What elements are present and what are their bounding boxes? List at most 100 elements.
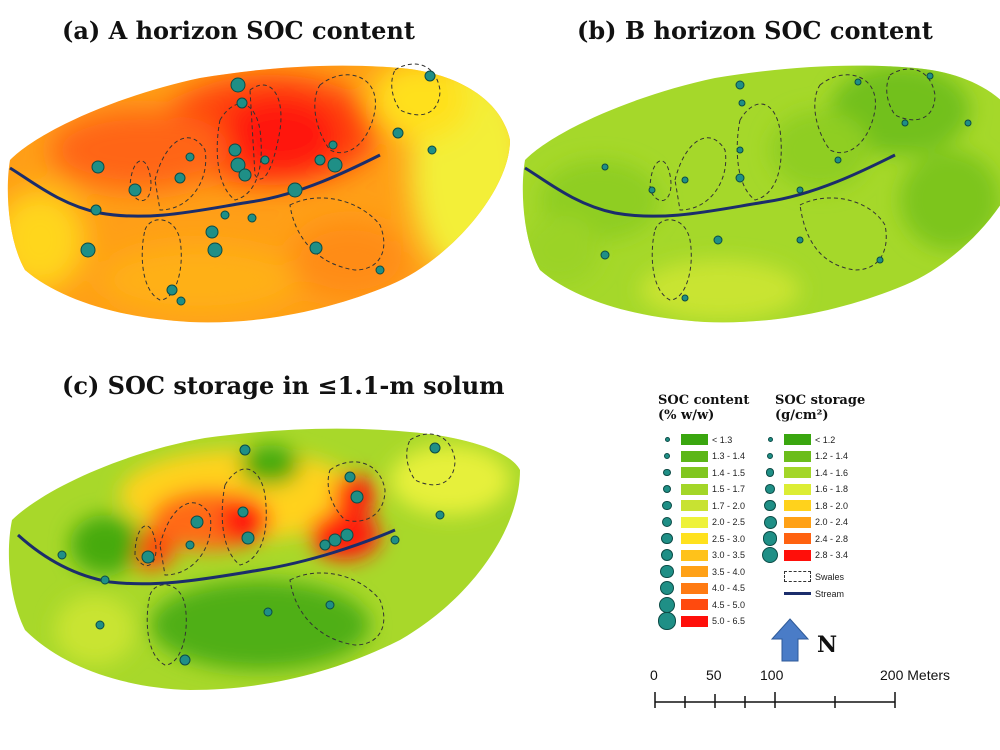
- legend-content-row: 4.0 - 4.5: [657, 580, 746, 596]
- point-size-icon: [763, 515, 777, 529]
- legend-content-label: 5.0 - 6.5: [712, 616, 746, 626]
- point-size-icon: [663, 468, 671, 477]
- point-size-icon: [661, 532, 673, 545]
- legend-storage-swatch: [784, 467, 811, 478]
- legend-content-symbol: [657, 580, 677, 596]
- point-size-icon: [663, 452, 671, 460]
- legend-content-row: 1.7 - 2.0: [657, 499, 745, 512]
- streams-overlay: [9, 153, 896, 586]
- swales-swatch: [784, 571, 811, 582]
- legend-content-row: 3.0 - 3.5: [657, 548, 746, 562]
- map-panel-a: [7, 65, 511, 323]
- legend-storage-label: 2.8 - 3.4: [815, 550, 849, 560]
- legend-content-symbol: [657, 484, 677, 494]
- legend-storage-label: 2.0 - 2.4: [815, 517, 849, 527]
- legend-storage-label: 1.2 - 1.4: [815, 451, 849, 461]
- legend-content-swatch: [681, 483, 708, 495]
- panel-a-title: (a) A horizon SOC content: [62, 16, 415, 45]
- legend-storage-swatch: [784, 516, 811, 528]
- legend-storage-swatch: [784, 500, 811, 511]
- legend-content-symbol: [657, 548, 677, 562]
- legend-storage-symbol: [760, 546, 780, 564]
- legend-swales-item: Swales: [760, 570, 844, 583]
- point-size-icon: [662, 484, 672, 494]
- legend-storage-label: < 1.2: [815, 434, 836, 445]
- legend-content-label: 2.5 - 3.0: [712, 533, 746, 544]
- legend-content-header: SOC content (% w/w): [658, 393, 749, 423]
- point-size-icon: [659, 580, 675, 596]
- legend-content-label: 4.0 - 4.5: [712, 583, 746, 593]
- legend-storage-label: 2.4 - 2.8: [815, 533, 849, 544]
- swales-overlay: [129, 63, 936, 666]
- legend-content-swatch: [681, 450, 708, 462]
- legend-content-swatch: [681, 467, 708, 478]
- legend-content-label: 1.7 - 2.0: [712, 500, 746, 511]
- legend-stream-item: Stream: [760, 587, 844, 600]
- scale-tick-50: 50: [706, 667, 722, 683]
- legend-content-swatch: [681, 516, 708, 528]
- legend-content-row: 2.0 - 2.5: [657, 516, 745, 529]
- legend-storage-label: 1.4 - 1.6: [815, 467, 849, 478]
- legend-content-swatch: [681, 582, 708, 594]
- legend-content-swatch: [681, 549, 708, 561]
- point-size-icon: [662, 500, 672, 511]
- legend-storage-unit: (g/cm²): [775, 408, 829, 423]
- scale-tick-200: 200 Meters: [880, 667, 951, 683]
- point-size-icon: [761, 546, 779, 564]
- point-size-icon: [766, 452, 774, 460]
- legend-storage-swatch: [784, 483, 811, 495]
- point-size-icon: [659, 596, 675, 613]
- point-size-icon: [661, 516, 673, 528]
- legend-content-symbol: [657, 452, 677, 460]
- legend-storage-symbol: [760, 531, 780, 546]
- legend-storage-symbol: [760, 437, 780, 442]
- point-size-icon: [762, 531, 778, 546]
- legend-storage-title: SOC storage: [775, 393, 866, 408]
- map-panel-c: [8, 428, 520, 690]
- legend-content-symbol: [657, 596, 677, 613]
- legend-content-row: 1.4 - 1.5: [657, 466, 745, 479]
- legend-storage-row: 2.8 - 3.4: [760, 546, 849, 564]
- legend-content-label: 4.5 - 5.0: [712, 599, 746, 610]
- legend-content-swatch: [681, 599, 708, 610]
- legend-storage-symbol: [760, 468, 780, 477]
- legend-storage-swatch: [784, 434, 811, 445]
- legend-stream-label: Stream: [815, 588, 845, 599]
- legend-content-symbol: [657, 500, 677, 511]
- legend-content-unit: (% w/w): [658, 408, 715, 423]
- point-size-icon: [765, 468, 775, 477]
- legend-content-label: 3.0 - 3.5: [712, 550, 746, 560]
- legend-content-symbol: [657, 468, 677, 477]
- legend-content-label: 1.4 - 1.5: [712, 467, 746, 478]
- legend-storage-row: 2.4 - 2.8: [760, 531, 849, 546]
- legend-content-row: 4.5 - 5.0: [657, 596, 746, 613]
- legend-content-swatch: [681, 566, 708, 577]
- point-size-icon: [764, 499, 776, 512]
- panel-b-title: (b) B horizon SOC content: [577, 16, 933, 45]
- legend-content-symbol: [657, 564, 677, 579]
- legend-content-row: 5.0 - 6.5: [657, 612, 746, 630]
- legend-storage-label: 1.6 - 1.8: [815, 484, 849, 494]
- sample-points: [57, 70, 972, 666]
- legend-storage-symbol: [760, 499, 780, 512]
- point-size-icon: [660, 548, 674, 562]
- legend-content-swatch: [681, 615, 708, 627]
- legend-storage-symbol: [760, 515, 780, 529]
- stream-swatch: [784, 592, 811, 595]
- legend-content-symbol: [657, 437, 677, 442]
- legend-storage-swatch: [784, 533, 811, 544]
- legend-content-symbol: [657, 532, 677, 545]
- legend-content-symbol: [657, 516, 677, 528]
- legend-content-label: < 1.3: [712, 434, 733, 445]
- scale-tick-100: 100: [760, 667, 784, 683]
- point-size-icon: [767, 437, 773, 442]
- legend-storage-row: 2.0 - 2.4: [760, 515, 849, 529]
- legend-content-label: 3.5 - 4.0: [712, 566, 746, 577]
- legend-content-swatch: [681, 500, 708, 511]
- legend-storage-row: 1.2 - 1.4: [760, 450, 848, 463]
- legend-content-symbol: [657, 612, 677, 630]
- legend-storage-swatch: [784, 549, 811, 561]
- legend-storage-header: SOC storage (g/cm²): [775, 393, 865, 423]
- legend-storage-row: 1.4 - 1.6: [760, 466, 848, 479]
